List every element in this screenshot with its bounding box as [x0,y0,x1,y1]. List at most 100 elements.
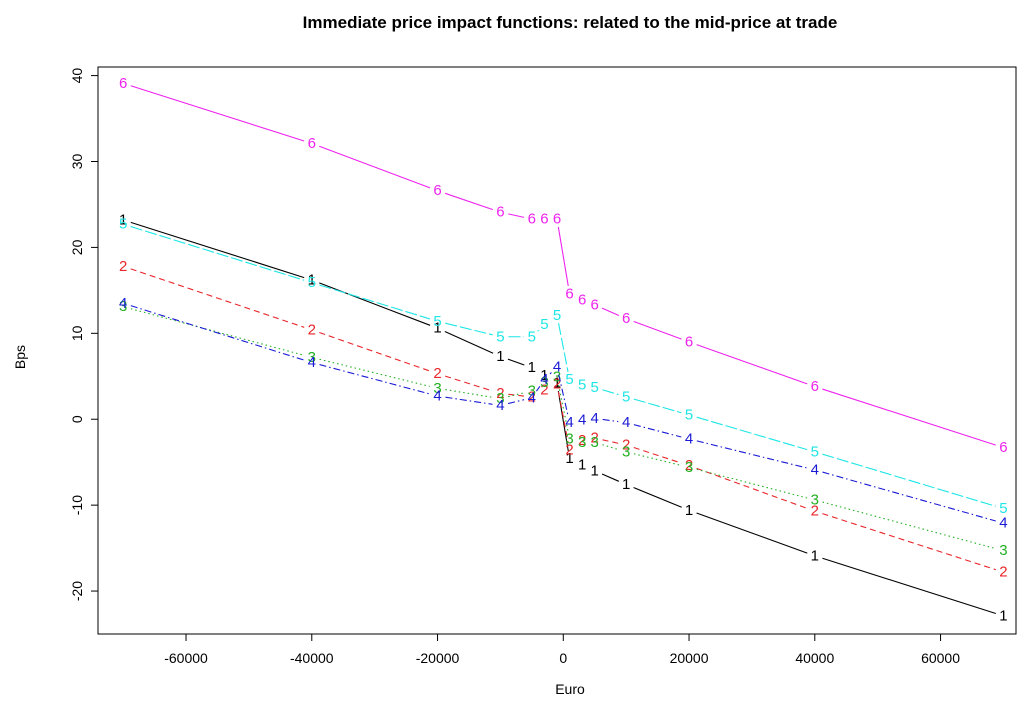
x-axis: -60000 -40000 -20000 0 20000 40000 60000 [164,634,960,666]
data-point: 2 [622,437,630,454]
data-point: 4 [578,412,586,429]
data-point: 2 [565,442,573,459]
data-point: 6 [496,204,504,221]
data-point: 4 [565,414,573,431]
data-point: 3 [999,542,1007,559]
x-tick-label: 40000 [795,650,834,666]
data-point: 5 [811,443,819,460]
data-point: 4 [622,414,630,431]
series-segment [319,364,430,395]
data-point: 1 [528,359,536,376]
series-segment [602,418,619,423]
y-axis: -20 -10 0 10 20 30 40 [69,68,98,601]
series-segment [508,393,524,397]
data-point: 2 [578,432,586,449]
series-segment [602,439,619,444]
data-point: 4 [496,397,504,414]
data-point: 5 [540,316,548,333]
series-segment [696,440,808,469]
y-tick-label: 20 [69,239,85,255]
data-point: 2 [553,376,561,393]
data-point: 1 [811,547,819,564]
series-segment [130,226,305,281]
series-segment [822,557,996,615]
data-point: 6 [433,182,441,199]
data-point: 4 [811,461,819,478]
data-point: 3 [540,374,548,391]
data-point: 3 [308,349,316,366]
data-point: 3 [496,390,504,407]
series-segment [130,308,305,356]
data-point: 4 [553,358,561,375]
data-point: 5 [433,313,441,330]
series-segment [319,282,431,326]
series-segment [445,322,493,336]
data-point: 3 [553,369,561,386]
chart-title: Immediate price impact functions: relate… [303,13,838,32]
data-point: 2 [528,388,536,405]
series-segment [444,192,494,211]
data-point: 5 [578,376,586,393]
data-point: 2 [999,564,1007,581]
data-point: 5 [528,328,536,345]
data-point: 2 [308,321,316,338]
series-segment [319,331,431,372]
series-segment [507,358,525,366]
data-point: 3 [119,298,127,315]
data-point: 6 [308,135,316,152]
data-point: 1 [999,607,1007,624]
series-segment [696,468,808,499]
series-segment [445,389,493,398]
series-segment [822,513,996,571]
series-segment [696,512,808,554]
series-segment [130,221,305,279]
data-point: 4 [528,389,536,406]
data-point: 3 [578,434,586,451]
series-segment [319,145,431,189]
y-tick-label: 10 [69,325,85,341]
data-point: 1 [496,348,504,365]
data-point: 4 [999,515,1007,532]
series-segment [696,416,808,451]
data-point: 2 [685,457,693,474]
data-point: 2 [433,365,441,382]
data-point: 6 [811,378,819,395]
data-point: 5 [622,388,630,405]
data-point: 5 [119,216,127,233]
series-segment [508,213,525,218]
data-point: 3 [433,380,441,397]
data-point: 6 [553,211,561,228]
data-point: 4 [308,354,316,371]
data-point: 4 [591,410,599,427]
series-segment [602,444,619,451]
series-segment [822,471,996,522]
data-point: 5 [308,274,316,291]
series-segment [558,374,569,415]
series-segment [558,384,569,432]
y-tick-label: 0 [69,415,85,423]
data-point: 5 [685,406,693,423]
series-segment [557,226,569,287]
data-point: 5 [591,379,599,396]
x-tick-label: 0 [559,650,567,666]
x-tick-label: 60000 [921,650,960,666]
data-point: 1 [591,462,599,479]
data-point: 4 [119,295,127,312]
data-point: 1 [578,456,586,473]
data-point: 2 [540,382,548,399]
data-point: 6 [565,285,573,302]
series-segment [822,453,996,507]
data-point: 2 [591,430,599,447]
data-point: 6 [119,75,127,92]
series-segment [557,390,569,451]
data-point: 5 [999,500,1007,517]
data-point: 5 [553,307,561,324]
data-point: 4 [540,371,548,388]
series-segment [130,85,305,142]
series-segment [633,424,682,438]
